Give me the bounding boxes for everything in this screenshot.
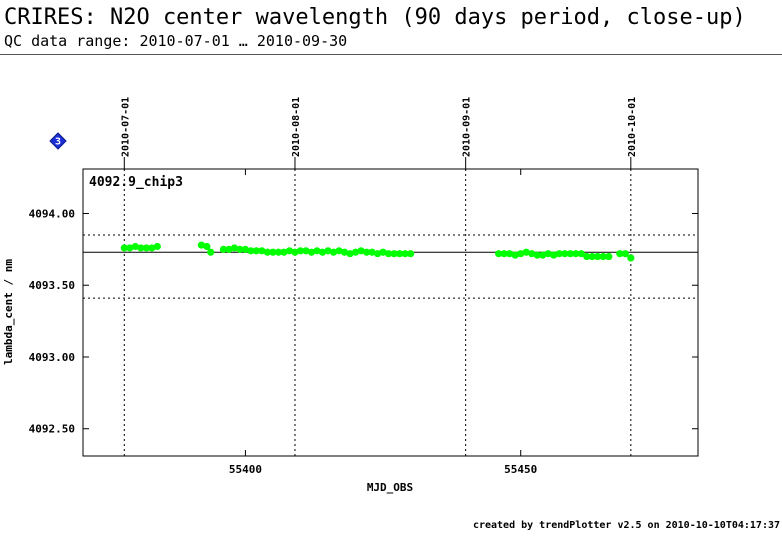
footer-credit: created by trendPlotter v2.5 on 2010-10-… [472, 520, 780, 531]
data-point [594, 252, 602, 261]
data-point [605, 252, 613, 261]
x-tick-label: 55400 [229, 463, 262, 476]
data-point [207, 248, 215, 256]
data-point [384, 250, 393, 258]
data-point [522, 248, 530, 256]
badge-label: 3 [55, 137, 61, 148]
data-point [263, 248, 272, 256]
data-point [324, 247, 332, 255]
data-point [561, 250, 569, 258]
data-point [544, 250, 552, 258]
plot-frame [82, 168, 699, 457]
data-point [274, 248, 283, 256]
data-point [566, 250, 574, 258]
data-point [296, 247, 305, 255]
data-point [285, 247, 294, 255]
date-marker-label: 2010-07-01 [120, 97, 131, 157]
data-point [511, 251, 519, 259]
data-point [258, 247, 266, 255]
data-point [241, 245, 250, 253]
data-point [307, 248, 316, 256]
date-marker-label: 2010-08-01 [291, 97, 302, 157]
limits-layer [83, 234, 698, 299]
data-point [131, 242, 139, 251]
data-point [340, 248, 349, 256]
date-markers-layer: 2010-07-01 2010-08-01 2010-09-01 2010-10-01 [120, 97, 638, 456]
data-point [362, 248, 371, 256]
chart-title: CRIRES: N2O center wavelength (90 days p… [4, 5, 746, 30]
data-point [153, 242, 161, 251]
data-point [627, 254, 635, 262]
header-divider [0, 54, 782, 55]
data-point [120, 244, 128, 252]
y-axis-label: lambda_cent / nm [2, 259, 15, 365]
data-point [583, 252, 591, 261]
data-point [379, 248, 387, 256]
data-point [495, 250, 503, 258]
data-point [313, 247, 321, 255]
data-point [252, 247, 261, 255]
data-point [555, 250, 563, 258]
data-point [346, 250, 354, 258]
data-point [318, 248, 327, 256]
data-point [197, 241, 205, 249]
data-point [269, 248, 277, 256]
data-point [126, 244, 134, 252]
data-point [390, 250, 398, 258]
date-marker-label: 2010-09-01 [462, 97, 473, 157]
axis-layer: 55400 55450 4092.50 4093.00 4093.50 4094.00 [29, 169, 698, 476]
data-point [533, 251, 541, 259]
data-point [621, 250, 629, 258]
date-marker-label: 2010-10-01 [627, 97, 638, 157]
data-points-layer [120, 241, 635, 262]
data-point [280, 248, 288, 256]
data-point [368, 248, 376, 256]
data-point [329, 248, 338, 256]
data-point [291, 248, 299, 256]
data-point [373, 250, 382, 258]
y-tick-label: 4094.00 [29, 207, 75, 220]
diamond-badge-icon: 3 [49, 132, 67, 150]
data-point [247, 247, 255, 255]
data-point [572, 250, 580, 258]
data-point [137, 244, 145, 252]
plot-label: 4092.9_chip3 [89, 175, 183, 190]
data-point [539, 251, 547, 259]
data-point [230, 244, 239, 252]
data-point [142, 244, 150, 252]
y-tick-label: 4093.00 [29, 351, 75, 364]
data-point [500, 250, 508, 258]
data-point [225, 245, 233, 253]
data-point [148, 244, 156, 252]
chart-subtitle: QC data range: 2010-07-01 … 2010-09-30 [4, 32, 348, 50]
data-point [335, 247, 343, 255]
data-point [351, 248, 360, 256]
data-point [528, 250, 536, 258]
data-point [395, 250, 404, 258]
data-point [236, 245, 244, 253]
x-tick-label: 55450 [504, 463, 537, 476]
data-point [219, 245, 227, 253]
data-point [550, 251, 558, 259]
data-point [357, 247, 365, 255]
data-point [616, 250, 624, 258]
data-point [588, 252, 596, 261]
data-point [401, 250, 409, 258]
data-point [517, 250, 525, 258]
data-point [406, 250, 415, 258]
data-point [506, 250, 514, 258]
data-point [577, 250, 585, 258]
x-axis-label: MJD_OBS [367, 481, 413, 494]
data-point [203, 242, 211, 251]
data-point [302, 247, 310, 255]
data-point [599, 252, 607, 261]
y-tick-label: 4093.50 [29, 279, 75, 292]
y-tick-label: 4092.50 [29, 423, 75, 436]
